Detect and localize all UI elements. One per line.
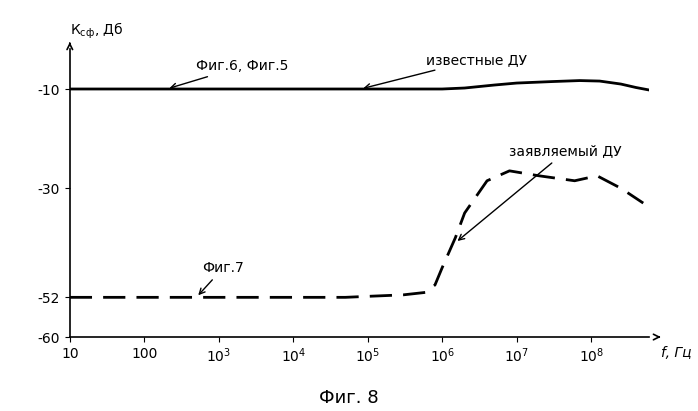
- Text: Фиг.7: Фиг.7: [199, 261, 244, 294]
- Text: заявляемый ДУ: заявляемый ДУ: [459, 144, 622, 240]
- Text: К$_{\sf сф}$, Дб: К$_{\sf сф}$, Дб: [70, 21, 124, 41]
- Text: Фиг.6, Фиг.5: Фиг.6, Фиг.5: [171, 59, 289, 89]
- Text: Фиг. 8: Фиг. 8: [319, 389, 379, 407]
- Text: f, Гц: f, Гц: [661, 346, 691, 360]
- Text: известные ДУ: известные ДУ: [365, 53, 527, 89]
